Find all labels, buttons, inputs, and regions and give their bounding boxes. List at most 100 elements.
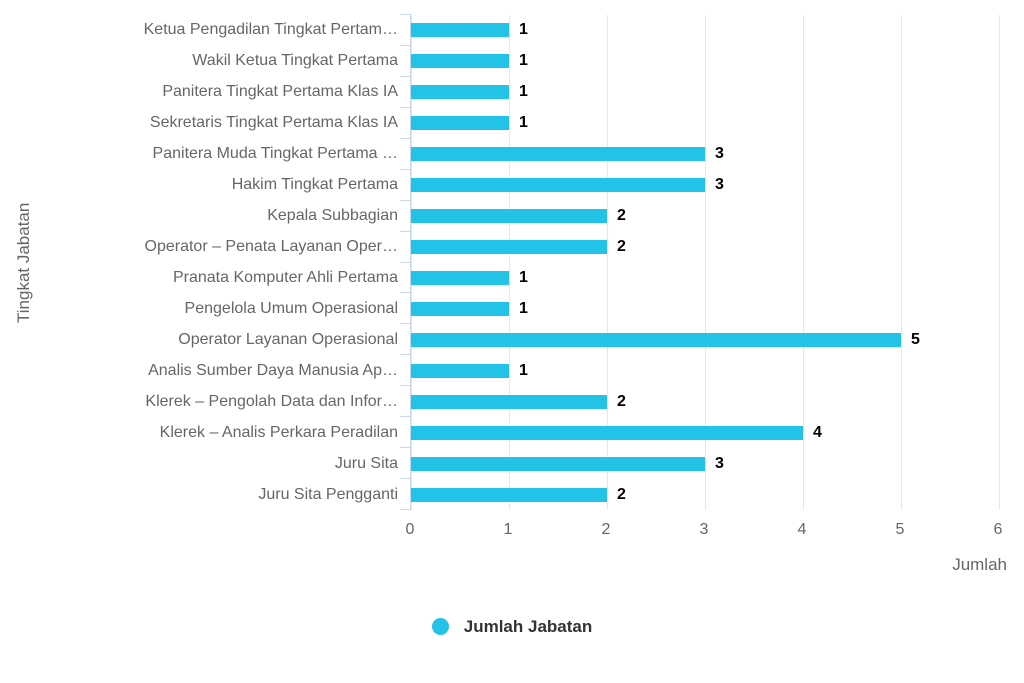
category-label: Analis Sumber Daya Manusia Ap… (148, 361, 398, 379)
y-axis-tick (400, 44, 411, 46)
bar-row: 1 (411, 108, 999, 139)
bar-value-label: 2 (617, 207, 626, 225)
bar[interactable] (411, 270, 509, 285)
y-axis-tick (400, 509, 411, 510)
category-label: Hakim Tingkat Pertama (231, 176, 398, 194)
gridline (705, 15, 706, 510)
y-axis-tick (400, 14, 411, 15)
bar-rows: 1 1 1 1 3 3 2 2 1 1 5 1 2 4 3 2 (411, 15, 999, 510)
bar-value-label: 3 (715, 176, 724, 194)
gridline (803, 15, 804, 510)
bar-value-label: 2 (617, 485, 626, 503)
bar-value-label: 1 (519, 52, 528, 70)
category-label: Juru Sita (334, 454, 398, 472)
category-label: Operator Layanan Operasional (178, 330, 398, 348)
category-label: Juru Sita Pengganti (258, 485, 398, 503)
y-axis-tick (400, 385, 411, 387)
bar-value-label: 2 (617, 238, 626, 256)
x-axis-labels: 0 1 2 3 4 5 6 (406, 520, 1003, 542)
bar-row: 1 (411, 15, 999, 46)
bar-value-label: 3 (715, 454, 724, 472)
bar-row: 1 (411, 77, 999, 108)
bar-row: 3 (411, 170, 999, 201)
x-axis-tick-label: 3 (699, 521, 709, 538)
bar[interactable] (411, 147, 705, 162)
gridline (509, 15, 510, 510)
legend-label: Jumlah Jabatan (463, 617, 593, 636)
bar[interactable] (411, 240, 607, 255)
legend-marker-circle-icon (431, 618, 449, 635)
bar[interactable] (411, 332, 901, 347)
bar[interactable] (411, 209, 607, 224)
category-label: Panitera Muda Tingkat Pertama … (152, 145, 398, 163)
y-axis-tick (400, 168, 411, 170)
bar[interactable] (411, 85, 509, 100)
y-axis-tick (400, 354, 411, 356)
bar[interactable] (411, 301, 509, 316)
category-label: Klerek – Pengolah Data dan Infor… (145, 392, 398, 410)
legend-item[interactable]: Jumlah Jabatan (431, 617, 593, 636)
category-label: Wakil Ketua Tingkat Pertama (192, 52, 398, 70)
bar-value-label: 1 (519, 361, 528, 379)
bar-row: 1 (411, 263, 999, 294)
category-label: Klerek – Analis Perkara Peradilan (159, 423, 398, 441)
bar-row: 3 (411, 139, 999, 170)
bar-value-label: 1 (519, 114, 528, 132)
x-axis-tick-label: 0 (405, 521, 415, 538)
bar-value-label: 1 (519, 299, 528, 317)
y-axis-tick (400, 447, 411, 449)
legend: Jumlah Jabatan (0, 618, 1024, 635)
bar-value-label: 4 (813, 423, 822, 441)
bar-row: 5 (411, 324, 999, 355)
bar[interactable] (411, 456, 705, 471)
x-axis-tick-label: 4 (797, 521, 807, 538)
bar[interactable] (411, 394, 607, 409)
bar[interactable] (411, 23, 509, 38)
y-axis-tick (400, 292, 411, 294)
bar-row: 3 (411, 448, 999, 479)
bar[interactable] (411, 363, 509, 378)
bar-row: 2 (411, 479, 999, 510)
plot-area: 1 1 1 1 3 3 2 2 1 1 5 1 2 4 3 2 (400, 14, 1000, 510)
y-axis-tick (400, 416, 411, 418)
category-labels: Ketua Pengadilan Tingkat Pertam… Wakil Ke… (0, 15, 398, 510)
category-label: Operator – Penata Layanan Oper… (144, 238, 399, 256)
category-label: Kepala Subbagian (267, 207, 398, 225)
bar[interactable] (411, 54, 509, 69)
bar[interactable] (411, 178, 705, 193)
gridline (901, 15, 902, 510)
y-axis-tick (400, 323, 411, 325)
y-axis-tick (400, 137, 411, 139)
bar[interactable] (411, 487, 607, 502)
category-label: Panitera Tingkat Pertama Klas IA (162, 83, 398, 101)
bar-value-label: 3 (715, 145, 724, 163)
category-label: Pranata Komputer Ahli Pertama (172, 268, 398, 286)
bar[interactable] (411, 425, 803, 440)
bar-row: 2 (411, 232, 999, 263)
gridline (607, 15, 608, 510)
x-axis-tick-label: 1 (503, 521, 513, 538)
bar-row: 1 (411, 293, 999, 324)
bar-value-label: 1 (519, 21, 528, 39)
category-label: Sekretaris Tingkat Pertama Klas IA (149, 114, 398, 132)
y-axis-tick (400, 478, 411, 480)
bar-value-label: 5 (911, 330, 920, 348)
y-axis-tick (400, 75, 411, 77)
y-axis-tick (400, 199, 411, 201)
bar-row: 2 (411, 201, 999, 232)
gridline (411, 15, 412, 510)
bar-value-label: 1 (519, 268, 528, 286)
bar[interactable] (411, 116, 509, 131)
x-axis-title: Jumlah (952, 555, 1007, 574)
bar-value-label: 2 (617, 392, 626, 410)
bar-row: 1 (411, 355, 999, 386)
y-axis-tick (400, 261, 411, 263)
x-axis-tick-label: 2 (601, 521, 611, 538)
x-axis-tick-label: 5 (895, 521, 905, 538)
gridline (999, 15, 1000, 510)
y-axis-tick (400, 230, 411, 232)
bar-value-label: 1 (519, 83, 528, 101)
bar-row: 4 (411, 417, 999, 448)
category-label: Ketua Pengadilan Tingkat Pertam… (143, 21, 398, 39)
